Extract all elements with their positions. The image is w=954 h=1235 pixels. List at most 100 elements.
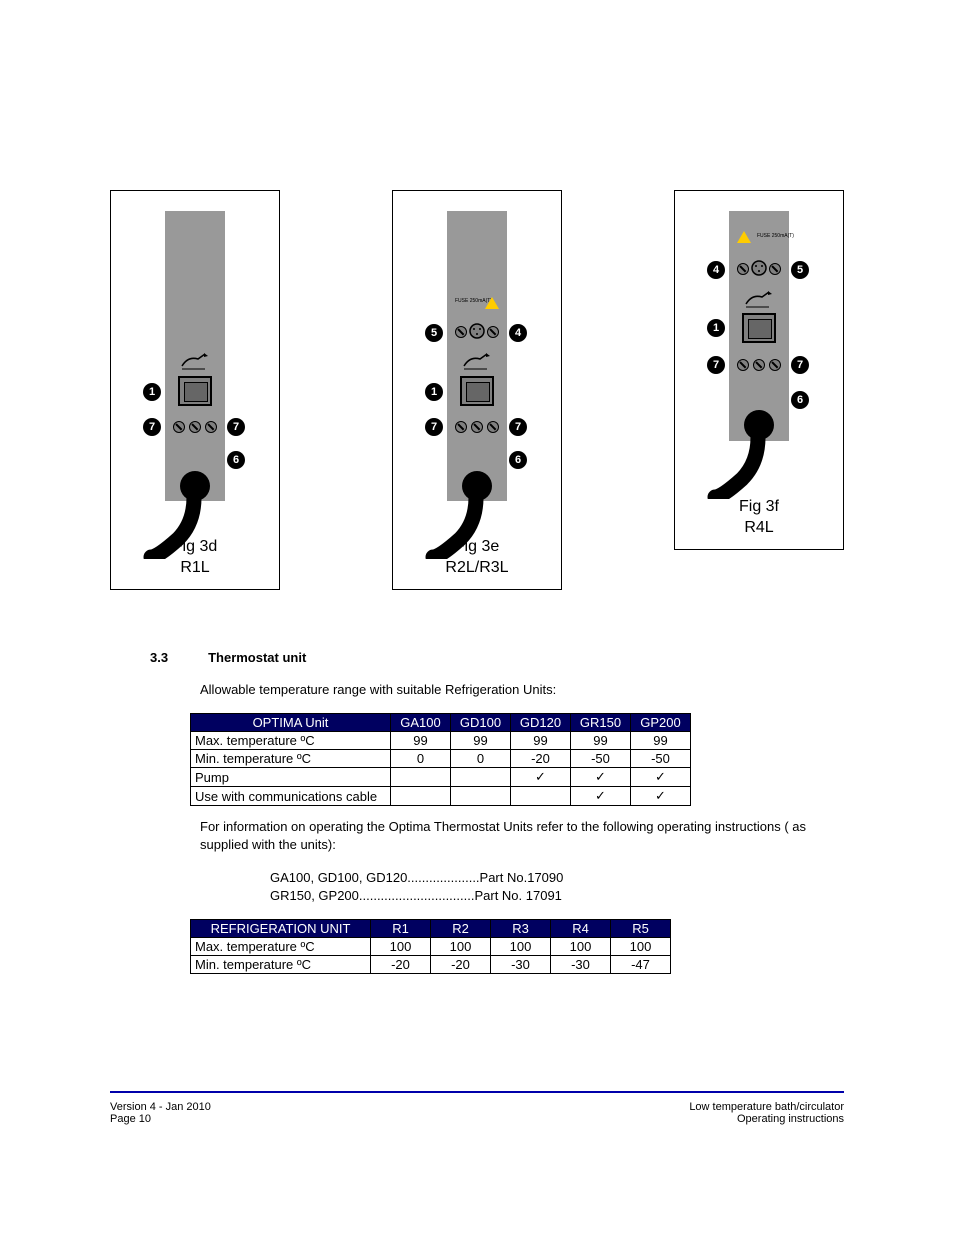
warning-icon [737, 231, 751, 243]
badge-7: 7 [143, 418, 161, 436]
badge-7: 7 [707, 356, 725, 374]
warning-icon [485, 297, 499, 309]
table-header: R5 [611, 919, 671, 937]
badge-5: 5 [791, 261, 809, 279]
table-cell: 99 [571, 732, 631, 750]
table-header: R2 [431, 919, 491, 937]
table-cell: Max. temperature ºC [191, 937, 371, 955]
iec-socket-icon [742, 313, 776, 343]
optima-unit-table: OPTIMA Unit GA100 GD100 GD120 GR150 GP20… [190, 713, 691, 806]
table-cell: 100 [431, 937, 491, 955]
table-header: GA100 [391, 714, 451, 732]
badge-7: 7 [509, 418, 527, 436]
screw-icon [455, 326, 467, 338]
screw-icon [189, 421, 201, 433]
switch-icon [744, 289, 774, 309]
iec-socket-icon [178, 376, 212, 406]
hose-icon [425, 469, 485, 559]
badge-4: 4 [509, 324, 527, 342]
parts-line: GA100, GD100, GD120....................P… [270, 870, 563, 885]
table-row: Max. temperature ºC 100 100 100 100 100 [191, 937, 671, 955]
screw-icon [737, 263, 749, 275]
table-row: Min. temperature ºC 0 0 -20 -50 -50 [191, 750, 691, 768]
table-cell: 99 [631, 732, 691, 750]
screw-icon [487, 326, 499, 338]
table-cell: Min. temperature ºC [191, 955, 371, 973]
table-cell: ✓ [631, 787, 691, 806]
table-cell [391, 787, 451, 806]
table-cell: -50 [571, 750, 631, 768]
page-footer: Version 4 - Jan 2010 Page 10 Low tempera… [110, 1091, 844, 1125]
hose-icon [707, 409, 767, 499]
table-header: REFRIGERATION UNIT [191, 919, 371, 937]
screw-icon [173, 421, 185, 433]
diagram-fig3e: FUSE 250mA(T) 5 4 1 [392, 190, 562, 590]
table-cell [451, 787, 511, 806]
footer-page: Page 10 [110, 1113, 151, 1125]
badge-6: 6 [227, 451, 245, 469]
footer-title: Low temperature bath/circulator [689, 1101, 844, 1113]
table-header-row: OPTIMA Unit GA100 GD100 GD120 GR150 GP20… [191, 714, 691, 732]
table-row: Use with communications cable ✓ ✓ [191, 787, 691, 806]
badge-1: 1 [425, 383, 443, 401]
screw-icon [455, 421, 467, 433]
badge-7: 7 [425, 418, 443, 436]
intro-text: Allowable temperature range with suitabl… [200, 681, 844, 699]
section-title: Thermostat unit [208, 650, 306, 665]
table-cell: Use with communications cable [191, 787, 391, 806]
table-header: R3 [491, 919, 551, 937]
footer-subtitle: Operating instructions [737, 1113, 844, 1125]
screw-icon [487, 421, 499, 433]
table-cell [511, 787, 571, 806]
table-row: Max. temperature ºC 99 99 99 99 99 [191, 732, 691, 750]
footer-right: Low temperature bath/circulator Operatin… [689, 1101, 844, 1125]
section-number: 3.3 [150, 650, 168, 665]
table-header: R1 [371, 919, 431, 937]
parts-line: GR150, GP200............................… [270, 888, 562, 903]
table-cell: ✓ [571, 768, 631, 787]
badge-6: 6 [509, 451, 527, 469]
diagram-fig3f: FUSE 250mA(T) 4 5 1 [674, 190, 844, 550]
screw-icon [753, 359, 765, 371]
screw-icon [737, 359, 749, 371]
badge-7: 7 [227, 418, 245, 436]
table-cell [451, 768, 511, 787]
badge-4: 4 [707, 261, 725, 279]
table-cell: 99 [391, 732, 451, 750]
badge-5: 5 [425, 324, 443, 342]
diagram-fig3d: 1 7 7 6 Fig 3d R1L [110, 190, 280, 590]
badge-1: 1 [143, 383, 161, 401]
table-cell: Max. temperature ºC [191, 732, 391, 750]
table-header-row: REFRIGERATION UNIT R1 R2 R3 R4 R5 [191, 919, 671, 937]
table-cell: ✓ [631, 768, 691, 787]
table-cell: 100 [551, 937, 611, 955]
diagrams-row: 1 7 7 6 Fig 3d R1L [110, 190, 844, 590]
badge-6: 6 [791, 391, 809, 409]
badge-7: 7 [791, 356, 809, 374]
refrigeration-unit-table: REFRIGERATION UNIT R1 R2 R3 R4 R5 Max. t… [190, 919, 671, 974]
table-cell: -50 [631, 750, 691, 768]
screw-icon [205, 421, 217, 433]
table-cell: -30 [551, 955, 611, 973]
page: 1 7 7 6 Fig 3d R1L [0, 0, 954, 1235]
fuse-label: FUSE 250mA(T) [757, 234, 794, 239]
iec-socket-icon [460, 376, 494, 406]
hose-icon [143, 469, 203, 559]
after-table-text: For information on operating the Optima … [200, 818, 844, 854]
parts-list: GA100, GD100, GD120....................P… [270, 869, 844, 905]
table-row: Min. temperature ºC -20 -20 -30 -30 -47 [191, 955, 671, 973]
table-header: GD100 [451, 714, 511, 732]
table-header: R4 [551, 919, 611, 937]
table-header: OPTIMA Unit [191, 714, 391, 732]
footer-left: Version 4 - Jan 2010 Page 10 [110, 1101, 211, 1125]
table-cell: -20 [371, 955, 431, 973]
switch-icon [180, 351, 210, 371]
footer-version: Version 4 - Jan 2010 [110, 1101, 211, 1113]
table-cell: 0 [451, 750, 511, 768]
table-header: GR150 [571, 714, 631, 732]
section-3-3: 3.3 Thermostat unit Allowable temperatur… [110, 650, 844, 974]
table-cell: 99 [451, 732, 511, 750]
table-cell: -47 [611, 955, 671, 973]
table-cell: 100 [491, 937, 551, 955]
fig-label: Fig 3f R4L [739, 497, 779, 539]
